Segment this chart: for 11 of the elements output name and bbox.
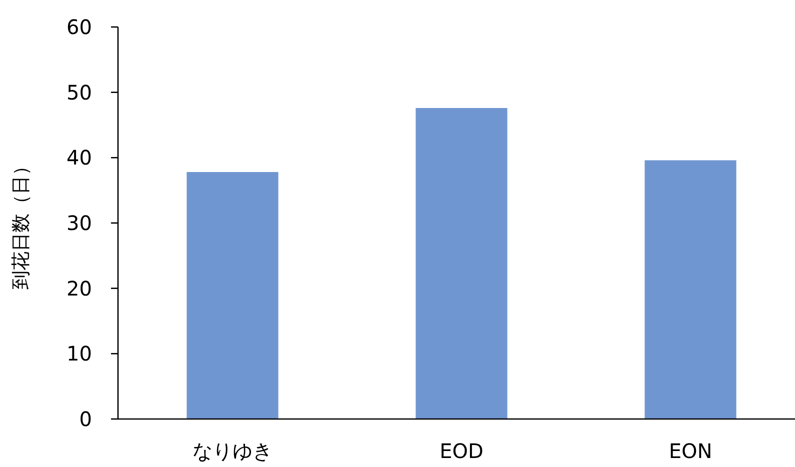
y-axis-title: 到花日数（日） xyxy=(10,156,32,290)
y-tick-label: 60 xyxy=(66,15,92,39)
y-tick-label: 30 xyxy=(66,211,92,235)
y-tick-label: 50 xyxy=(66,80,92,104)
y-tick-label: 0 xyxy=(79,407,92,431)
x-tick-label: EON xyxy=(668,439,712,463)
x-tick-label: EOD xyxy=(440,439,484,463)
x-tick-label: なりゆき xyxy=(192,439,272,463)
y-tick-label: 40 xyxy=(66,146,92,170)
y-tick-label: 20 xyxy=(66,276,92,300)
y-tick-label: 10 xyxy=(66,342,92,366)
